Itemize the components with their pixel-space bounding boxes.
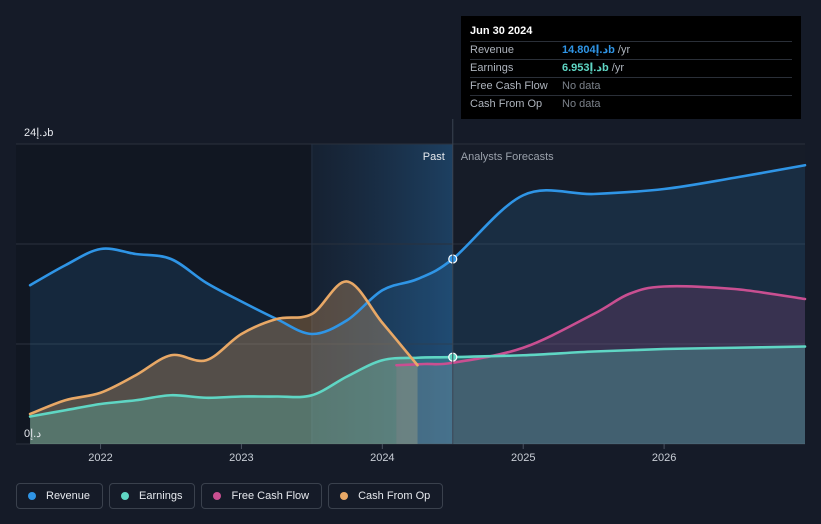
line-cfo xyxy=(28,280,419,416)
tooltip-label: Free Cash Flow xyxy=(470,80,548,92)
tooltip-row-earnings: Earnings 6.953د.إb /yr xyxy=(470,59,792,77)
area-revenue xyxy=(30,165,805,444)
tooltip: Jun 30 2024 Revenue 14.804د.إb /yr Earni… xyxy=(461,16,801,119)
tooltip-label: Cash From Op xyxy=(470,98,543,110)
tooltip-value: No data xyxy=(562,96,601,113)
x-tick-label: 2024 xyxy=(370,452,394,464)
tooltip-row-revenue: Revenue 14.804د.إb /yr xyxy=(470,41,792,59)
area-cfo xyxy=(30,281,418,444)
line-fcf xyxy=(395,284,807,367)
series-lines xyxy=(28,163,807,418)
y-axis-bottom-label: 0د.إ xyxy=(24,428,41,440)
line-earnings xyxy=(28,345,807,418)
area-earnings xyxy=(30,346,805,444)
y-axis-top-label: 24د.إb xyxy=(24,127,53,139)
legend-label: Cash From Op xyxy=(358,490,431,502)
tooltip-value-number: 14.804د.إb xyxy=(562,44,615,56)
tooltip-value: No data xyxy=(562,78,601,95)
legend-dot-icon xyxy=(340,492,349,500)
tooltip-value-unit: /yr xyxy=(608,62,625,74)
legend-dot-icon xyxy=(121,492,130,500)
tooltip-date: Jun 30 2024 xyxy=(470,25,533,37)
tooltip-value-number: 6.953د.إb xyxy=(562,62,609,74)
legend-label: Revenue xyxy=(46,490,91,502)
legend-item-free-cash-flow[interactable]: Free Cash Flow xyxy=(201,483,323,509)
highlight-band xyxy=(311,144,453,444)
tooltip-row-cfo: Cash From Op No data xyxy=(470,95,792,113)
x-tick-label: 2023 xyxy=(229,452,253,464)
tooltip-value-number: No data xyxy=(562,98,601,110)
legend-item-cash-from-op[interactable]: Cash From Op xyxy=(328,483,444,509)
legend-item-earnings[interactable]: Earnings xyxy=(109,483,196,509)
legend-label: Earnings xyxy=(139,490,183,502)
forecast-label: Analysts Forecasts xyxy=(461,151,554,163)
tooltip-value: 6.953د.إb /yr xyxy=(562,60,624,77)
legend: Revenue Earnings Free Cash Flow Cash Fro… xyxy=(16,483,444,509)
area-fcf xyxy=(396,286,805,444)
x-tick-label: 2026 xyxy=(652,452,676,464)
tooltip-value-number: No data xyxy=(562,80,601,92)
line-revenue xyxy=(28,163,807,336)
x-tick-label: 2022 xyxy=(88,452,112,464)
series-areas xyxy=(30,165,805,444)
tooltip-label: Earnings xyxy=(470,62,514,74)
legend-dot-icon xyxy=(213,492,222,500)
past-label: Past xyxy=(423,151,445,163)
tooltip-row-fcf: Free Cash Flow No data xyxy=(470,77,792,95)
legend-item-revenue[interactable]: Revenue xyxy=(16,483,104,509)
legend-label: Free Cash Flow xyxy=(231,490,310,502)
legend-dot-icon xyxy=(28,492,36,500)
x-axis-ticks: 2022 2023 2024 2025 2026 xyxy=(88,444,676,464)
tooltip-value: 14.804د.إb /yr xyxy=(562,42,630,59)
tooltip-label: Revenue xyxy=(470,44,515,56)
tooltip-value-unit: /yr xyxy=(614,44,631,56)
x-tick-label: 2025 xyxy=(511,452,535,464)
